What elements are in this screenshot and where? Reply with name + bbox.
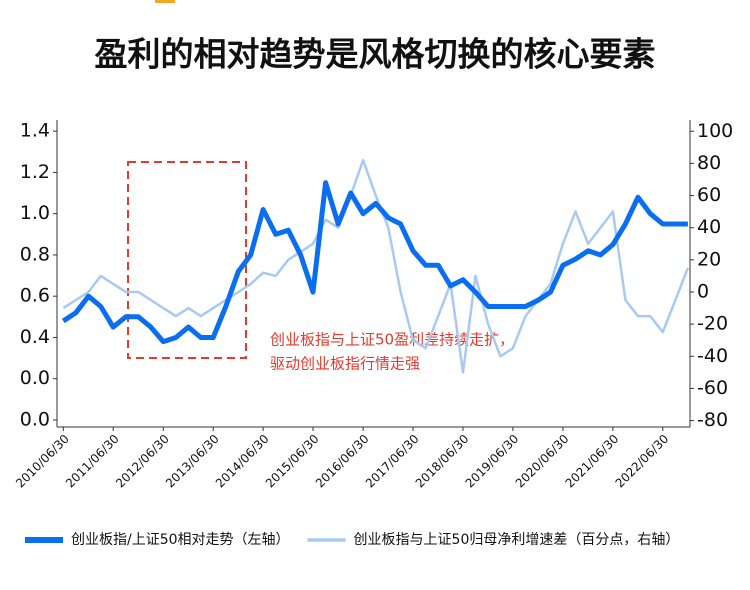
y2-tick-label: -80 bbox=[697, 409, 728, 431]
y2-tick-label: 100 bbox=[697, 120, 733, 142]
y2-tick-label: 60 bbox=[697, 184, 721, 206]
y-tick-label: 0.6 bbox=[20, 285, 50, 307]
y2-tick-label: -40 bbox=[697, 345, 728, 367]
legend-label: 创业板指/上证50相对走势（左轴） bbox=[71, 532, 290, 548]
y2-tick-label: 80 bbox=[697, 152, 721, 174]
annotation: 驱动创业板指行情走强 bbox=[270, 355, 420, 373]
y2-tick-label: 20 bbox=[697, 248, 721, 270]
y-tick-label: 1.4 bbox=[20, 120, 50, 142]
y-tick-label: 0.4 bbox=[20, 326, 50, 348]
y-tick-label: 1.0 bbox=[20, 202, 50, 224]
chart-title: 盈利的相对趋势是风格切换的核心要素 bbox=[95, 35, 656, 74]
y2-tick-label: 0 bbox=[697, 280, 709, 302]
y-tick-label: 1.2 bbox=[20, 161, 50, 183]
y-tick-label: 0.0 bbox=[20, 367, 50, 389]
decoration bbox=[155, 0, 175, 3]
y2-tick-label: 40 bbox=[697, 216, 721, 238]
legend-label: 创业板指与上证50归母净利增速差（百分点，右轴） bbox=[354, 531, 680, 548]
y-tick-label: 0.8 bbox=[20, 243, 50, 265]
y-tick-label: 0.0 bbox=[20, 408, 50, 430]
annotation: 创业板指与上证50盈利差持续走扩， bbox=[270, 331, 514, 349]
y2-tick-label: -20 bbox=[697, 313, 728, 335]
y2-tick-label: -60 bbox=[697, 377, 728, 399]
series-line bbox=[62, 158, 690, 374]
series-line bbox=[61, 180, 688, 345]
